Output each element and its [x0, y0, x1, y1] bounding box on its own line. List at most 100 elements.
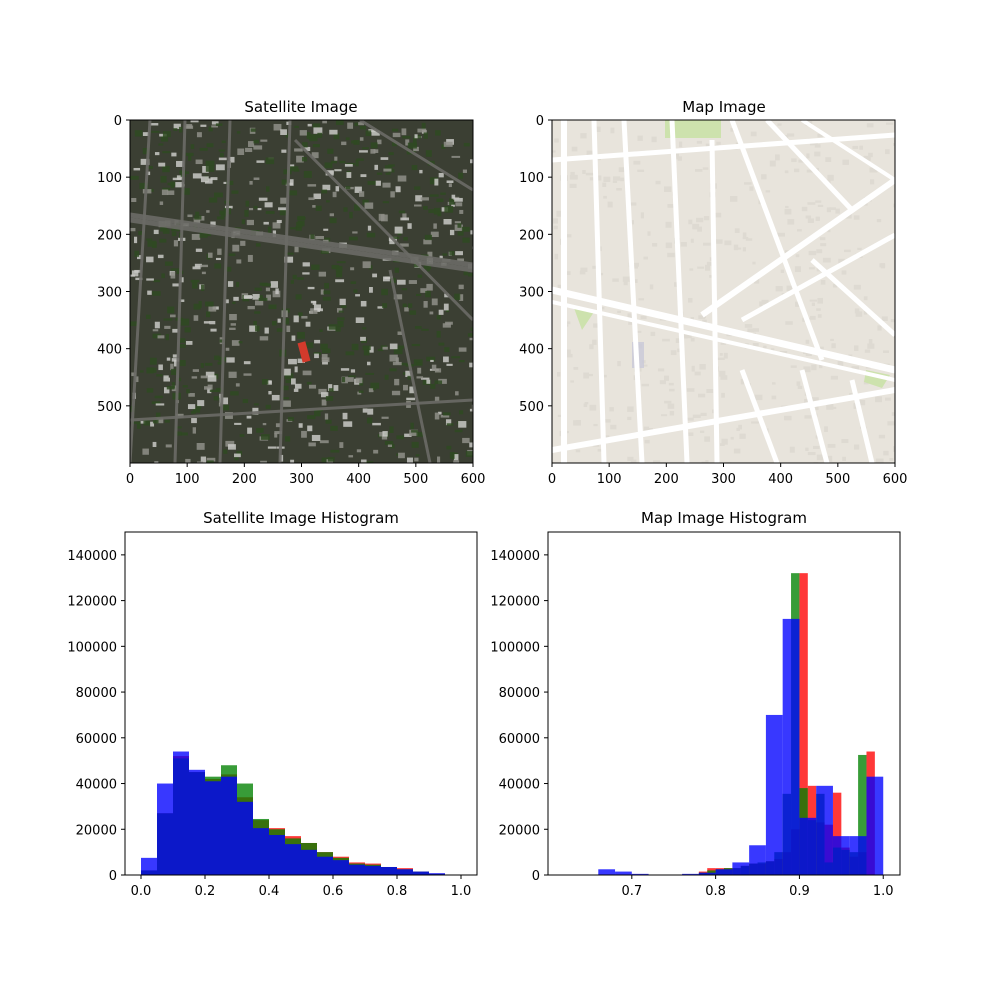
roof: [433, 223, 437, 229]
roof: [204, 178, 213, 184]
histogram-bar: [816, 785, 833, 875]
map-building: [829, 207, 836, 211]
tree: [306, 135, 316, 140]
roof: [247, 254, 253, 262]
tree: [444, 347, 450, 353]
tree: [253, 205, 258, 209]
tree: [319, 329, 323, 332]
tree: [265, 404, 271, 409]
map-building: [637, 169, 645, 172]
tree: [356, 158, 364, 161]
tree: [230, 391, 239, 396]
map-building: [809, 299, 818, 302]
x-tick-label: 0.8: [705, 884, 726, 899]
map-building: [630, 220, 634, 225]
roof: [321, 392, 329, 398]
histogram-bar: [237, 801, 253, 875]
tree: [287, 416, 294, 422]
tree: [336, 261, 346, 264]
roof: [225, 347, 230, 351]
satellite-image-title: Satellite Image: [244, 98, 357, 116]
roof: [451, 155, 461, 158]
roof: [187, 404, 196, 410]
roof: [150, 421, 155, 427]
x-tick-label: 400: [768, 472, 793, 487]
roof: [286, 325, 291, 333]
roof: [472, 170, 473, 175]
roof: [196, 442, 205, 450]
map-building: [552, 218, 558, 224]
tree: [436, 198, 444, 203]
tree: [416, 362, 422, 365]
x-tick-label: 500: [825, 472, 850, 487]
map-building: [669, 388, 675, 392]
roof: [359, 191, 365, 197]
tree: [442, 253, 448, 256]
tree: [154, 395, 163, 399]
roof: [264, 327, 269, 334]
roof: [321, 399, 327, 406]
roof: [233, 296, 239, 301]
tree: [364, 461, 374, 463]
roof: [272, 222, 281, 229]
tree: [362, 147, 369, 150]
roof: [243, 361, 251, 365]
map-building: [724, 240, 732, 246]
roof: [469, 337, 473, 341]
map-building: [643, 364, 648, 367]
tree: [196, 404, 202, 410]
roof: [205, 371, 215, 378]
roof: [462, 437, 470, 444]
tree: [401, 288, 408, 291]
tree: [416, 293, 422, 297]
roof: [302, 262, 310, 267]
roof: [393, 294, 403, 300]
roof: [229, 156, 235, 163]
map-building: [811, 364, 817, 371]
tree: [394, 267, 399, 273]
roof: [298, 423, 303, 428]
roof: [172, 354, 178, 358]
satellite-histogram-frame: [124, 531, 478, 876]
tree: [253, 403, 259, 406]
roof: [360, 300, 367, 307]
tree: [285, 133, 289, 138]
roof: [362, 408, 368, 413]
roof: [307, 184, 317, 187]
tree: [160, 136, 169, 142]
roof: [179, 299, 185, 302]
y-tick-label: 300: [97, 286, 122, 301]
tree: [242, 398, 249, 404]
roof: [192, 266, 201, 270]
roof: [277, 318, 281, 323]
map-building: [805, 339, 810, 344]
map-building: [810, 315, 816, 320]
tree: [179, 360, 186, 367]
tree: [423, 132, 428, 139]
map-building: [589, 344, 594, 350]
map-road: [552, 132, 895, 163]
roof: [378, 213, 385, 221]
map-road: [849, 379, 875, 463]
tree: [285, 379, 291, 384]
x-tick-label: 0: [126, 472, 134, 487]
tree: [377, 348, 384, 352]
map-building: [585, 172, 594, 176]
map-building: [607, 201, 613, 208]
roof: [307, 425, 313, 432]
roof: [302, 370, 312, 376]
roof: [379, 431, 386, 437]
tree: [290, 280, 294, 284]
tree: [276, 328, 284, 332]
map-building: [785, 205, 789, 208]
map-building: [641, 383, 650, 387]
roof: [343, 421, 353, 427]
tree: [449, 198, 455, 206]
map-building: [814, 151, 821, 157]
roof: [187, 214, 193, 218]
roof: [383, 168, 392, 172]
map-building: [565, 353, 573, 358]
roof: [235, 383, 240, 387]
roof: [172, 283, 179, 287]
tree: [325, 419, 332, 424]
